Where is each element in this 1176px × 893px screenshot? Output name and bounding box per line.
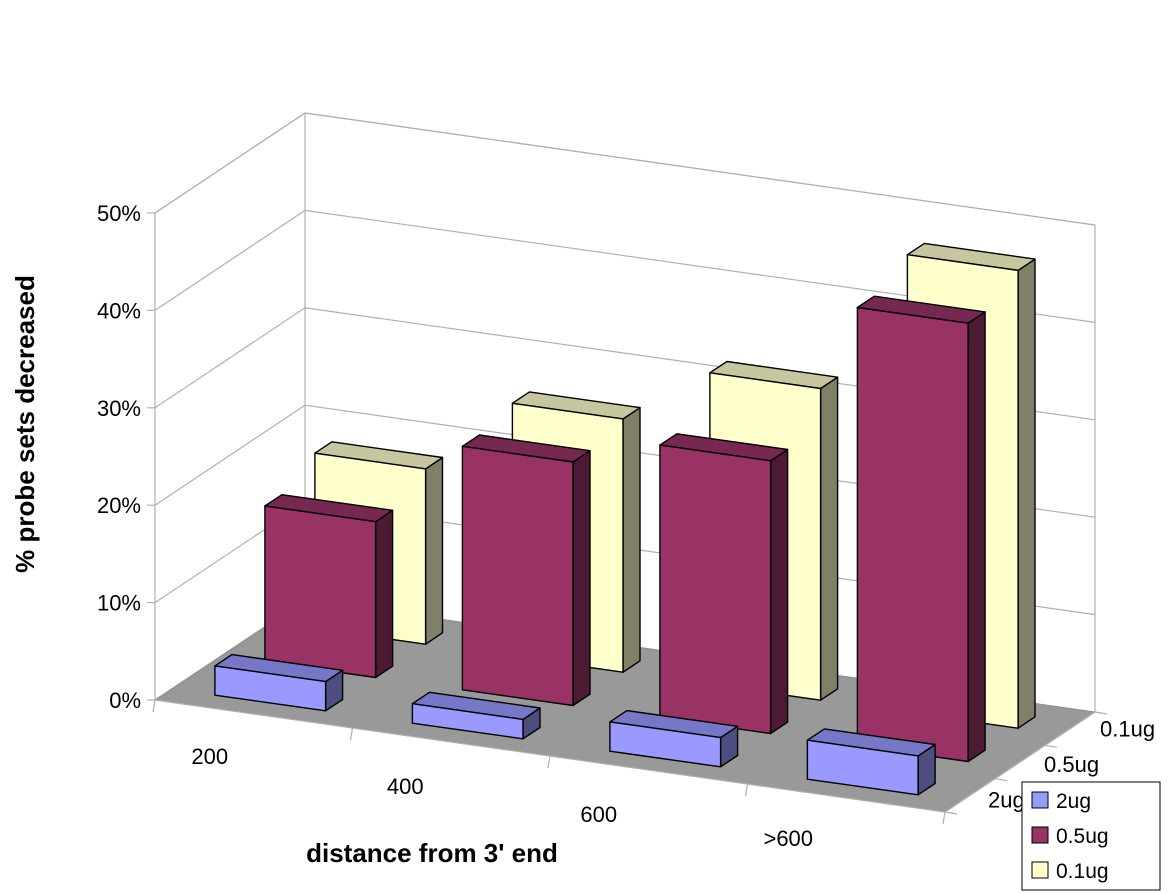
x-tick-label: 200	[191, 744, 228, 769]
y-axis-ticks: 0% 10% 20% 30% 40% 50%	[97, 201, 155, 713]
y-tick-label: 10%	[97, 591, 141, 616]
bar-front-face	[264, 505, 377, 679]
bar-side-face	[967, 311, 986, 763]
bar-side-face	[622, 406, 641, 673]
x-tick-mark	[942, 811, 946, 825]
depth-tick-label: 0.1ug	[1100, 717, 1155, 742]
x-tick-label: 400	[387, 774, 424, 799]
x-tick-label: >600	[763, 826, 813, 851]
bar-side-face	[374, 509, 394, 679]
depth-tick-mark	[1044, 744, 1058, 748]
bar-2ug-2	[411, 691, 541, 740]
depth-tick-mark	[944, 811, 958, 815]
x-tick-mark	[744, 783, 749, 797]
bar-side-face	[1017, 258, 1036, 729]
bar-side-face	[424, 456, 444, 645]
depth-axis-line	[944, 711, 1096, 813]
legend-label-0-5ug: 0.5ug	[1056, 825, 1109, 848]
bar-side-face	[819, 376, 839, 701]
x-axis-ticks: 200 400 600 >600	[152, 699, 946, 851]
bar-2ug-4	[806, 728, 936, 796]
bar-0-5ug-3	[659, 433, 789, 735]
bar-front-face	[806, 739, 919, 796]
bars	[214, 242, 1036, 796]
y-tick-label: 30%	[97, 396, 141, 421]
x-tick-mark	[152, 699, 156, 713]
y-tick-label: 0%	[109, 688, 141, 713]
bar-0-5ug-1	[264, 494, 394, 679]
y-tick-label: 50%	[97, 201, 141, 226]
x-tick-label: 600	[580, 802, 617, 827]
bar-front-face	[659, 444, 772, 735]
depth-tick-label: 0.5ug	[1044, 752, 1099, 777]
bar-0-5ug-2	[461, 434, 591, 707]
bar-front-face	[461, 445, 574, 707]
y-tick-label: 20%	[97, 493, 141, 518]
gridline	[154, 112, 1096, 226]
bar-2ug-1	[214, 653, 344, 712]
bar-front-face	[411, 703, 524, 740]
legend: 2ug 0.5ug 0.1ug	[1021, 781, 1161, 891]
depth-tick-mark	[994, 778, 1008, 782]
bar-0-5ug-4	[856, 295, 986, 763]
legend-swatch-0-5ug	[1031, 826, 1049, 844]
legend-label-2ug: 2ug	[1056, 790, 1091, 813]
legend-swatch-2ug	[1031, 791, 1049, 809]
bar-side-face	[769, 448, 789, 735]
y-tick-label: 40%	[97, 298, 141, 323]
legend-swatch-0-1ug	[1031, 861, 1049, 879]
y-axis-title: % probe sets decreased	[10, 275, 40, 573]
x-axis-title: distance from 3' end	[306, 838, 558, 868]
bar-2ug-3	[609, 709, 739, 768]
depth-tick-label: 2ug	[988, 787, 1025, 812]
x-tick-mark	[547, 755, 551, 769]
x-tick-mark	[349, 727, 354, 741]
gridline	[154, 209, 1096, 323]
bar-front-face	[214, 665, 327, 712]
depth-tick-mark	[1094, 711, 1108, 715]
bar-front-face	[609, 721, 722, 768]
bar-front-face	[856, 306, 969, 763]
legend-label-0-1ug: 0.1ug	[1056, 860, 1109, 883]
bar-side-face	[572, 450, 591, 707]
